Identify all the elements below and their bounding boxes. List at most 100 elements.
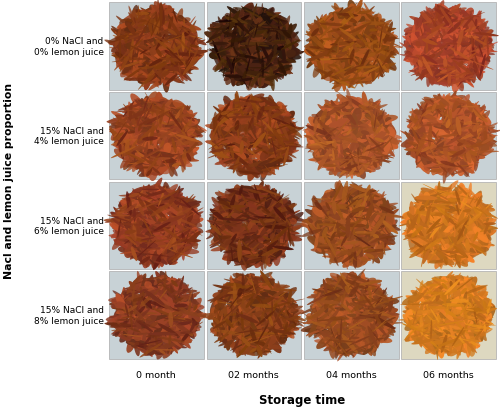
Ellipse shape bbox=[446, 75, 456, 83]
Ellipse shape bbox=[339, 52, 359, 60]
Ellipse shape bbox=[434, 131, 439, 138]
Ellipse shape bbox=[479, 47, 486, 56]
Ellipse shape bbox=[336, 79, 357, 88]
Ellipse shape bbox=[313, 44, 329, 51]
Ellipse shape bbox=[251, 159, 260, 162]
Ellipse shape bbox=[122, 58, 133, 60]
Ellipse shape bbox=[338, 137, 358, 144]
Ellipse shape bbox=[240, 281, 258, 288]
Ellipse shape bbox=[176, 54, 183, 59]
Ellipse shape bbox=[425, 337, 438, 345]
Ellipse shape bbox=[170, 208, 192, 222]
Ellipse shape bbox=[245, 304, 262, 316]
Ellipse shape bbox=[428, 146, 450, 159]
Ellipse shape bbox=[218, 127, 233, 135]
Ellipse shape bbox=[258, 253, 274, 266]
Ellipse shape bbox=[334, 13, 340, 34]
Ellipse shape bbox=[332, 61, 337, 69]
Ellipse shape bbox=[320, 284, 329, 292]
Ellipse shape bbox=[426, 149, 432, 153]
Ellipse shape bbox=[407, 317, 419, 324]
Ellipse shape bbox=[261, 216, 273, 223]
Ellipse shape bbox=[366, 319, 374, 331]
Ellipse shape bbox=[450, 97, 462, 104]
Ellipse shape bbox=[318, 22, 326, 40]
Ellipse shape bbox=[370, 229, 380, 238]
Ellipse shape bbox=[464, 314, 468, 324]
Ellipse shape bbox=[356, 76, 372, 85]
Ellipse shape bbox=[462, 157, 467, 170]
Ellipse shape bbox=[247, 120, 258, 134]
Ellipse shape bbox=[136, 49, 156, 52]
Ellipse shape bbox=[324, 219, 330, 225]
Ellipse shape bbox=[119, 126, 124, 139]
Ellipse shape bbox=[126, 202, 135, 208]
Ellipse shape bbox=[335, 188, 344, 203]
Ellipse shape bbox=[128, 228, 142, 234]
Ellipse shape bbox=[346, 243, 354, 253]
Ellipse shape bbox=[325, 333, 336, 340]
Ellipse shape bbox=[162, 50, 169, 66]
Ellipse shape bbox=[124, 291, 140, 299]
Ellipse shape bbox=[276, 295, 285, 302]
Ellipse shape bbox=[259, 143, 268, 146]
Ellipse shape bbox=[135, 341, 147, 348]
Ellipse shape bbox=[255, 69, 266, 75]
Ellipse shape bbox=[348, 245, 354, 249]
Ellipse shape bbox=[116, 17, 134, 32]
Ellipse shape bbox=[259, 72, 272, 74]
Ellipse shape bbox=[273, 106, 282, 117]
Ellipse shape bbox=[367, 35, 380, 38]
Ellipse shape bbox=[466, 217, 492, 220]
Ellipse shape bbox=[352, 45, 372, 55]
Ellipse shape bbox=[273, 200, 278, 220]
Ellipse shape bbox=[179, 28, 196, 33]
Ellipse shape bbox=[347, 319, 366, 330]
Ellipse shape bbox=[352, 335, 370, 348]
Ellipse shape bbox=[356, 146, 365, 159]
Ellipse shape bbox=[418, 218, 424, 230]
Ellipse shape bbox=[168, 315, 188, 319]
Ellipse shape bbox=[142, 307, 166, 312]
Ellipse shape bbox=[126, 108, 138, 129]
Ellipse shape bbox=[248, 161, 258, 182]
Ellipse shape bbox=[254, 212, 267, 220]
Ellipse shape bbox=[451, 244, 477, 247]
Ellipse shape bbox=[228, 318, 237, 336]
Ellipse shape bbox=[446, 191, 454, 203]
Ellipse shape bbox=[370, 144, 378, 151]
Ellipse shape bbox=[370, 45, 380, 56]
Ellipse shape bbox=[214, 316, 218, 326]
Ellipse shape bbox=[428, 328, 448, 332]
Ellipse shape bbox=[314, 61, 326, 68]
Ellipse shape bbox=[343, 130, 367, 141]
Ellipse shape bbox=[240, 34, 252, 52]
Ellipse shape bbox=[446, 151, 450, 167]
Ellipse shape bbox=[183, 224, 200, 235]
Ellipse shape bbox=[328, 191, 346, 204]
Ellipse shape bbox=[461, 209, 468, 217]
Ellipse shape bbox=[248, 190, 273, 194]
Ellipse shape bbox=[410, 122, 413, 129]
Ellipse shape bbox=[331, 238, 354, 246]
Ellipse shape bbox=[343, 281, 348, 286]
Ellipse shape bbox=[253, 142, 268, 160]
Ellipse shape bbox=[247, 103, 265, 116]
Ellipse shape bbox=[116, 116, 124, 124]
Ellipse shape bbox=[112, 42, 136, 51]
Ellipse shape bbox=[235, 66, 248, 85]
Ellipse shape bbox=[418, 24, 422, 31]
Ellipse shape bbox=[482, 134, 494, 142]
Ellipse shape bbox=[252, 21, 274, 35]
Ellipse shape bbox=[444, 339, 454, 344]
Ellipse shape bbox=[367, 315, 375, 324]
Ellipse shape bbox=[469, 304, 484, 319]
Ellipse shape bbox=[142, 15, 154, 22]
Ellipse shape bbox=[438, 280, 449, 290]
Ellipse shape bbox=[410, 47, 420, 66]
Ellipse shape bbox=[333, 135, 340, 144]
Ellipse shape bbox=[386, 121, 392, 125]
Ellipse shape bbox=[348, 233, 354, 245]
Ellipse shape bbox=[236, 283, 250, 300]
Ellipse shape bbox=[444, 122, 454, 126]
